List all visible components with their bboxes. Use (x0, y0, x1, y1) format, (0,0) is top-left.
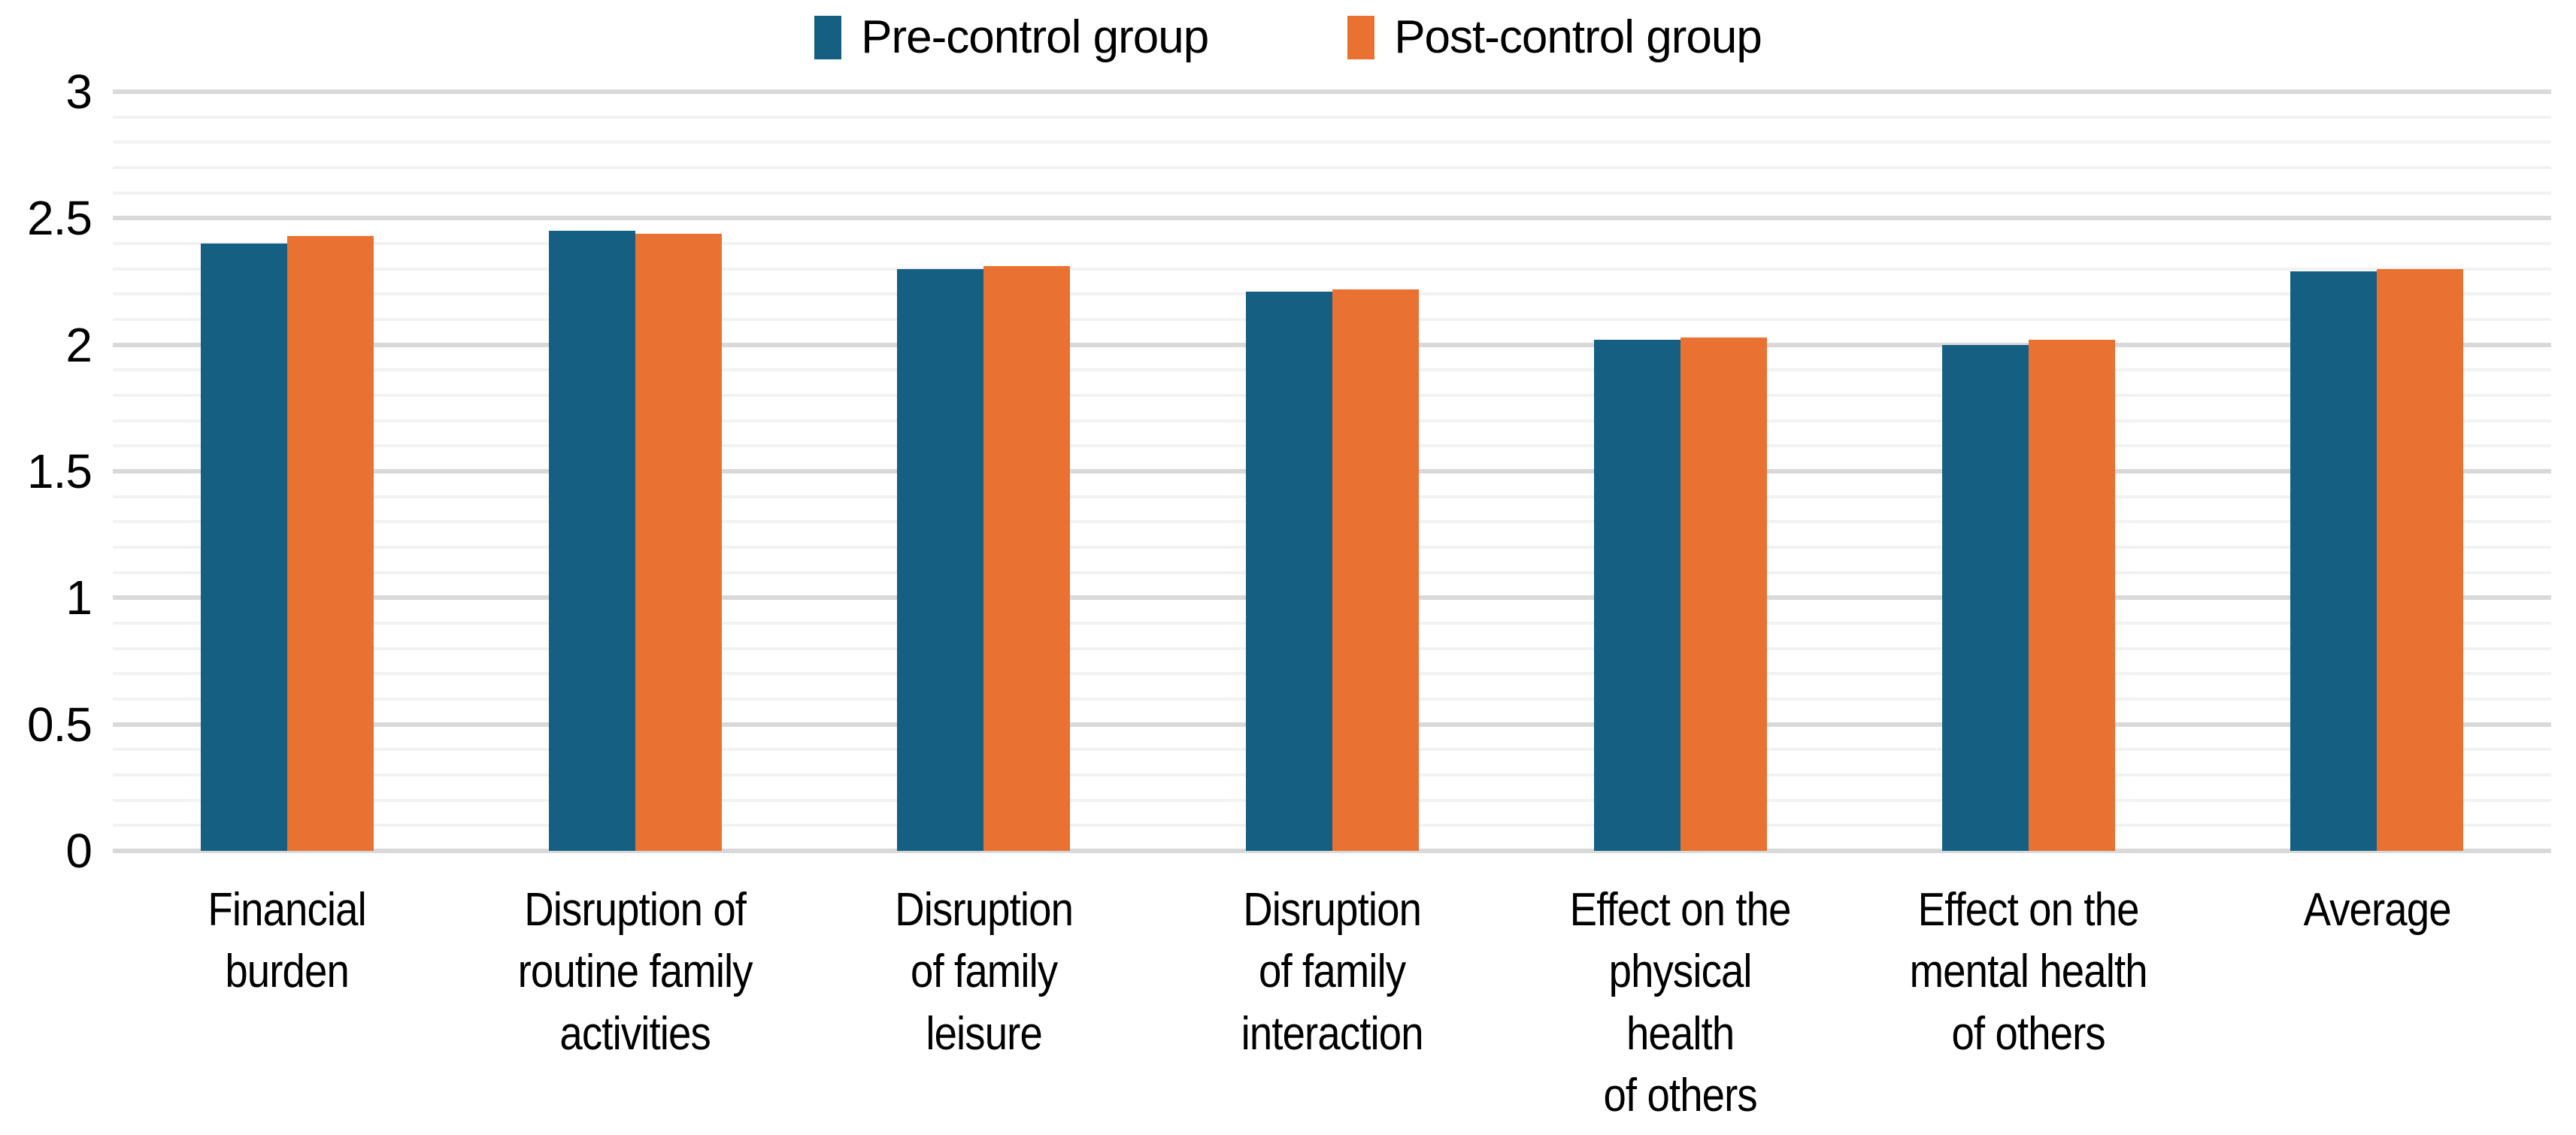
x-category-label: Average (2303, 884, 2451, 936)
major-gridline (113, 216, 2551, 221)
x-category-label: Effect on the physical health of others (1569, 884, 1792, 1122)
plot-area (113, 89, 2551, 853)
bar-pre-control (2290, 271, 2377, 851)
bar-pre-control (1245, 291, 1332, 851)
bar-pre-control (548, 231, 635, 851)
bar-pre-control (1942, 344, 2029, 851)
x-category-label: Disruption of family leisure (894, 884, 1074, 1060)
x-category-label: Disruption of family interaction (1241, 884, 1423, 1060)
bar-post-control (635, 233, 722, 851)
bar-post-control (2029, 339, 2116, 851)
legend-label: Post-control group (1394, 11, 1762, 63)
y-tick-label: 0.5 (27, 697, 92, 752)
legend-item-pre-control: Pre-control group (814, 11, 1209, 63)
major-gridline (113, 89, 2551, 94)
legend-swatch-icon (1347, 16, 1375, 59)
minor-gridline (113, 267, 2551, 271)
legend-swatch-icon (814, 16, 842, 59)
x-category-label: Effect on the mental health of others (1909, 884, 2148, 1060)
bar-post-control (1680, 337, 1767, 851)
legend-item-post-control: Post-control group (1347, 14, 1762, 61)
x-category-label: Disruption of routine family activities (517, 884, 753, 1060)
y-tick-label: 2 (65, 317, 92, 372)
minor-gridline (113, 242, 2551, 245)
y-tick-label: 2.5 (27, 191, 92, 246)
bar-pre-control (1593, 339, 1680, 851)
bar-post-control (1332, 289, 1419, 851)
y-tick-label: 1 (65, 571, 92, 625)
minor-gridline (113, 191, 2551, 195)
bar-post-control (2377, 268, 2464, 851)
bar-pre-control (897, 268, 984, 851)
bar-post-control (983, 266, 1071, 851)
x-category-label: Financial burden (208, 884, 366, 998)
legend: Pre-control group Post-control group (0, 8, 2576, 68)
y-tick-label: 3 (65, 65, 92, 119)
y-tick-label: 0 (65, 824, 92, 878)
minor-gridline (113, 141, 2551, 144)
minor-gridline (113, 115, 2551, 119)
major-gridline (113, 849, 2551, 853)
legend-label: Pre-control group (861, 11, 1209, 63)
bar-post-control (286, 235, 374, 851)
y-tick-label: 1.5 (27, 444, 92, 498)
minor-gridline (113, 166, 2551, 169)
bar-pre-control (200, 244, 287, 851)
